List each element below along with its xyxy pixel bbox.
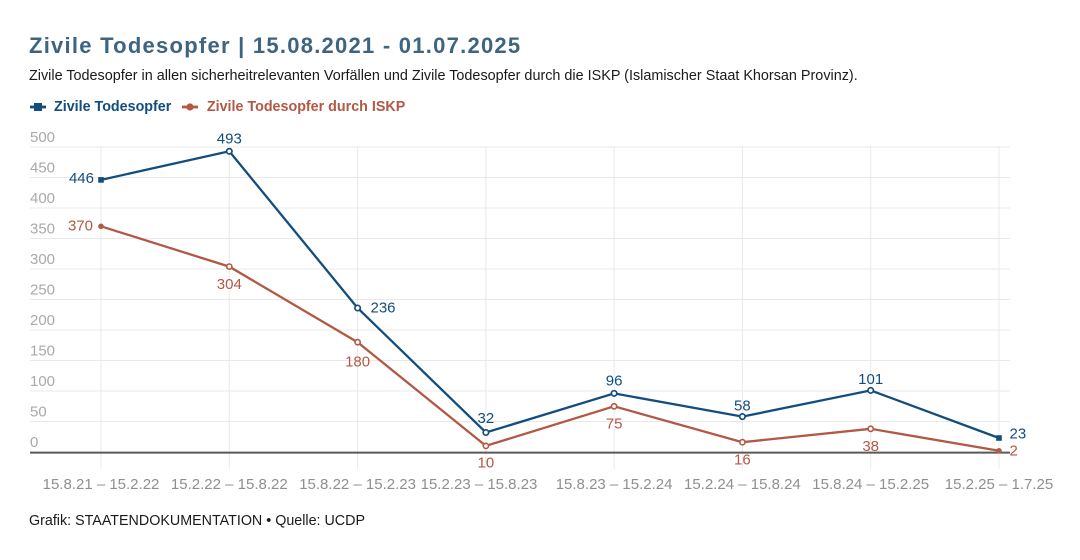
svg-text:15.2.25 – 1.7.25: 15.2.25 – 1.7.25 (945, 476, 1053, 493)
svg-text:Zivile Todesopfer durch ISKP: Zivile Todesopfer durch ISKP (207, 99, 406, 115)
svg-text:500: 500 (30, 129, 55, 146)
svg-text:32: 32 (478, 410, 495, 427)
svg-text:2: 2 (1010, 443, 1018, 460)
svg-text:15.8.23 – 15.2.24: 15.8.23 – 15.2.24 (556, 476, 673, 493)
svg-text:75: 75 (606, 416, 623, 433)
svg-text:250: 250 (30, 282, 55, 299)
svg-text:180: 180 (345, 354, 370, 371)
svg-text:400: 400 (30, 190, 55, 207)
svg-text:15.2.22 – 15.8.22: 15.2.22 – 15.8.22 (171, 476, 288, 493)
svg-text:446: 446 (69, 170, 94, 187)
svg-text:Zivile Todesopfer: Zivile Todesopfer (54, 99, 172, 115)
svg-text:50: 50 (30, 404, 47, 421)
svg-text:16: 16 (734, 452, 751, 469)
svg-text:23: 23 (1010, 426, 1027, 443)
svg-text:15.8.21 – 15.2.22: 15.8.21 – 15.2.22 (43, 476, 160, 493)
svg-text:15.8.22 – 15.2.23: 15.8.22 – 15.2.23 (299, 476, 416, 493)
svg-text:38: 38 (862, 438, 879, 455)
svg-text:304: 304 (217, 276, 242, 293)
svg-text:450: 450 (30, 160, 55, 177)
svg-text:350: 350 (30, 221, 55, 238)
svg-text:200: 200 (30, 312, 55, 329)
svg-text:15.2.23 – 15.8.23: 15.2.23 – 15.8.23 (421, 476, 538, 493)
svg-text:0: 0 (30, 434, 38, 451)
svg-text:493: 493 (217, 131, 242, 148)
svg-text:150: 150 (30, 343, 55, 360)
svg-text:370: 370 (68, 217, 93, 234)
svg-text:15.8.24 – 15.2.25: 15.8.24 – 15.2.25 (812, 476, 929, 493)
svg-text:101: 101 (858, 371, 883, 388)
svg-text:10: 10 (478, 455, 495, 472)
svg-text:300: 300 (30, 251, 55, 268)
svg-text:100: 100 (30, 373, 55, 390)
svg-text:96: 96 (606, 372, 623, 389)
svg-text:236: 236 (371, 300, 396, 317)
svg-text:58: 58 (734, 398, 751, 415)
svg-text:15.2.24 – 15.8.24: 15.2.24 – 15.8.24 (684, 476, 801, 493)
